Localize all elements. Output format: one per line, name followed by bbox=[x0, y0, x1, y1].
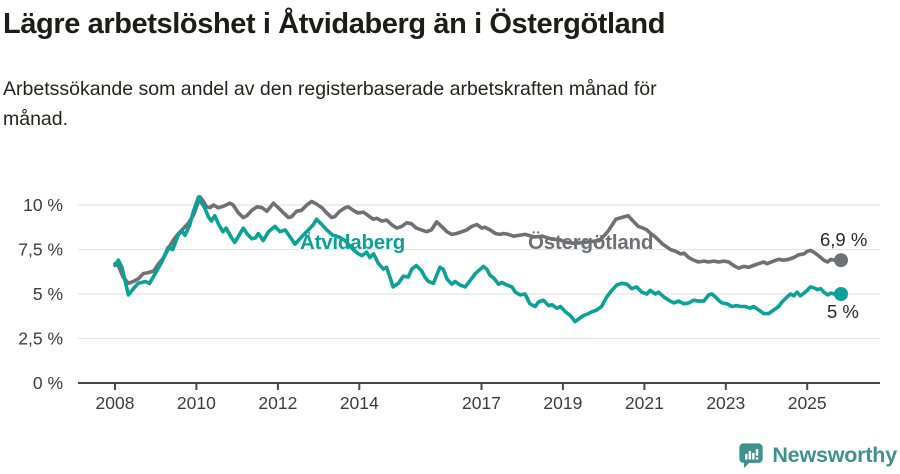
x-axis-label: 2021 bbox=[625, 393, 664, 413]
logo-text: Newsworthy bbox=[772, 442, 897, 467]
series-line-ostergotland bbox=[113, 195, 843, 286]
x-axis-label: 2014 bbox=[340, 393, 379, 413]
subtitle-line-2: månad. bbox=[3, 108, 69, 131]
y-axis-label: 2,5 % bbox=[18, 329, 63, 349]
x-axis-label: 2019 bbox=[543, 393, 582, 413]
y-axis-label: 5 % bbox=[33, 284, 63, 304]
newsworthy-logo: Newsworthy bbox=[737, 441, 897, 469]
series-label-atvidaberg: Åtvidaberg bbox=[300, 230, 405, 254]
chart-subtitle: Arbetssökande som andel av den registerb… bbox=[3, 74, 900, 134]
end-dot-atvidaberg bbox=[834, 287, 848, 301]
bar-chart-speech-bubble-icon bbox=[739, 443, 764, 469]
x-axis-label: 2017 bbox=[462, 393, 501, 413]
subtitle-line-1: Arbetssökande som andel av den registerb… bbox=[3, 78, 657, 101]
x-axis-label: 2010 bbox=[177, 393, 216, 413]
y-axis-label: 7,5 % bbox=[18, 240, 63, 260]
x-axis-label: 2025 bbox=[788, 393, 827, 413]
series-line-atvidaberg bbox=[113, 195, 843, 324]
x-axis-label: 2023 bbox=[706, 393, 745, 413]
series-label-ostergotland: Östergötland bbox=[528, 231, 653, 254]
end-value-label-atvidaberg: 5 % bbox=[827, 301, 859, 322]
y-axis-label: 10 % bbox=[23, 195, 63, 215]
end-value-label-ostergotland: 6,9 % bbox=[820, 229, 867, 250]
chart-title: Lägre arbetslöshet i Åtvidaberg än i Öst… bbox=[3, 8, 666, 40]
y-axis-label: 0 % bbox=[33, 373, 63, 393]
x-axis-label: 2008 bbox=[96, 393, 135, 413]
x-axis-label: 2012 bbox=[258, 393, 297, 413]
end-dot-ostergotland bbox=[834, 253, 848, 268]
